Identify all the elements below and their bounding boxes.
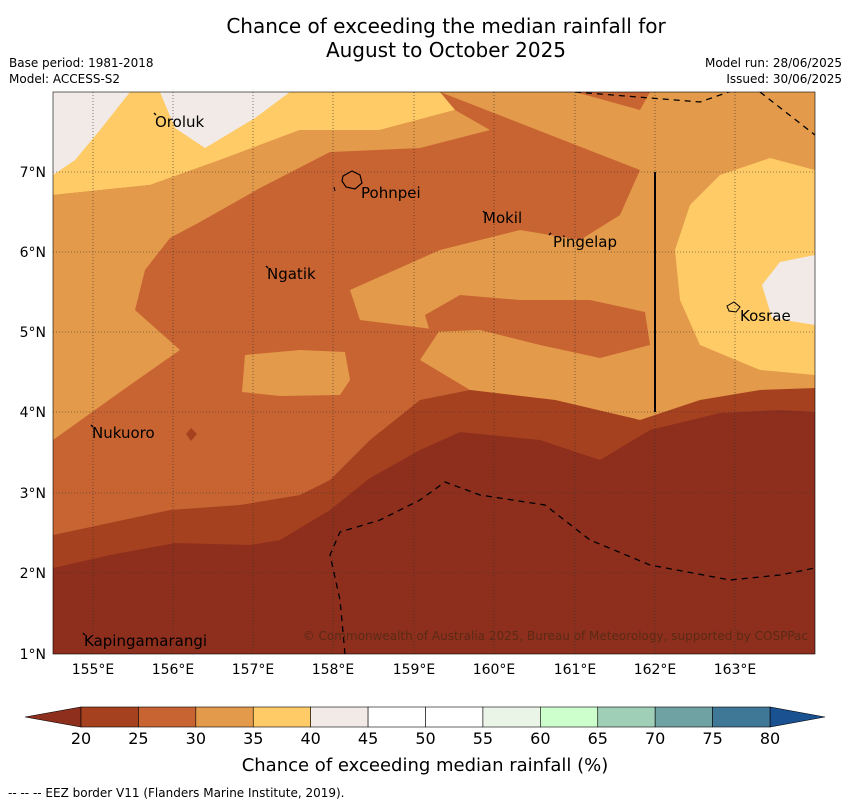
colorbar-tick-label: 45 xyxy=(357,729,379,748)
colorbar-segment xyxy=(138,706,197,728)
lat-tick: 7°N xyxy=(20,165,46,181)
place-label-nukuoro: Nukuoro xyxy=(92,424,155,442)
lat-tick: 6°N xyxy=(20,245,46,261)
colorbar-segment xyxy=(597,706,656,728)
probability-contours xyxy=(53,92,815,654)
lon-tick: 162°E xyxy=(634,662,677,678)
title-line-1: Chance of exceeding the median rainfall … xyxy=(226,14,666,38)
colorbar-segment xyxy=(425,706,484,728)
colorbar-tick-label: 65 xyxy=(587,729,608,748)
colorbar-tick-label: 20 xyxy=(70,729,92,748)
model-run-text: Model run: 28/06/2025 xyxy=(704,56,842,70)
place-label-ngatik: Ngatik xyxy=(267,265,316,283)
base-period-text: Base period: 1981-2018 xyxy=(9,56,154,70)
place-label-mokil: Mokil xyxy=(483,209,522,227)
lat-tick: 2°N xyxy=(20,566,46,582)
colorbar-segment xyxy=(712,706,771,728)
colorbar-segment xyxy=(252,706,311,728)
colorbar-label: Chance of exceeding median rainfall (%) xyxy=(241,755,609,776)
lon-tick: 163°E xyxy=(714,662,757,678)
place-label-kapingamarangi: Kapingamarangi xyxy=(84,632,207,650)
graticule xyxy=(53,92,815,654)
colorbar-low-extension xyxy=(24,706,82,728)
colorbar-tick-label: 50 xyxy=(415,729,436,748)
lon-tick: 158°E xyxy=(312,662,355,678)
lon-tick: 160°E xyxy=(473,662,516,678)
colorbar-segment xyxy=(482,706,541,728)
colorbar-tick-label: 70 xyxy=(644,729,666,748)
colorbar-segment xyxy=(654,706,713,728)
colorbar-tick-label: 80 xyxy=(759,729,781,748)
eez-footnote: -- -- -- EEZ border V11 (Flanders Marine… xyxy=(8,786,345,800)
map-frame xyxy=(52,91,816,655)
lon-tick: 161°E xyxy=(554,662,597,678)
place-label-pingelap: Pingelap xyxy=(553,233,617,251)
colorbar-segment xyxy=(367,706,426,728)
colorbar-tick-label: 25 xyxy=(128,729,149,748)
colorbar-tick-label: 30 xyxy=(185,729,206,748)
lon-tick: 156°E xyxy=(152,662,195,678)
colorbar-high-extension xyxy=(769,706,826,728)
lat-tick: 5°N xyxy=(20,325,46,341)
copyright-text: © Commonwealth of Australia 2025, Bureau… xyxy=(303,629,808,643)
colorbar-segment xyxy=(310,706,369,728)
place-label-pohnpei: Pohnpei xyxy=(361,184,421,202)
place-label-kosrae: Kosrae xyxy=(740,307,791,325)
place-label-oroluk: Oroluk xyxy=(155,113,204,131)
colorbar xyxy=(24,706,826,728)
issued-text: Issued: 30/06/2025 xyxy=(726,72,842,86)
lon-tick: 159°E xyxy=(393,662,436,678)
lon-tick: 157°E xyxy=(232,662,275,678)
title-line-2: August to October 2025 xyxy=(325,38,567,62)
kosrae-island xyxy=(726,301,741,313)
colorbar-segment xyxy=(540,706,599,728)
eez-border xyxy=(329,92,815,654)
model-text: Model: ACCESS-S2 xyxy=(9,72,121,86)
colorbar-segment xyxy=(80,706,139,728)
lat-tick: 4°N xyxy=(20,405,46,421)
lat-tick: 3°N xyxy=(20,486,46,502)
colorbar-tick-label: 60 xyxy=(530,729,551,748)
colorbar-tick-label: 55 xyxy=(472,729,494,748)
colorbar-tick-label: 75 xyxy=(702,729,723,748)
colorbar-tick-label: 40 xyxy=(300,729,321,748)
colorbar-tick-label: 35 xyxy=(243,729,264,748)
lat-tick: 1°N xyxy=(20,647,46,663)
colorbar-segment xyxy=(195,706,254,728)
pohnpei-island xyxy=(341,170,363,190)
lon-tick: 155°E xyxy=(72,662,115,678)
